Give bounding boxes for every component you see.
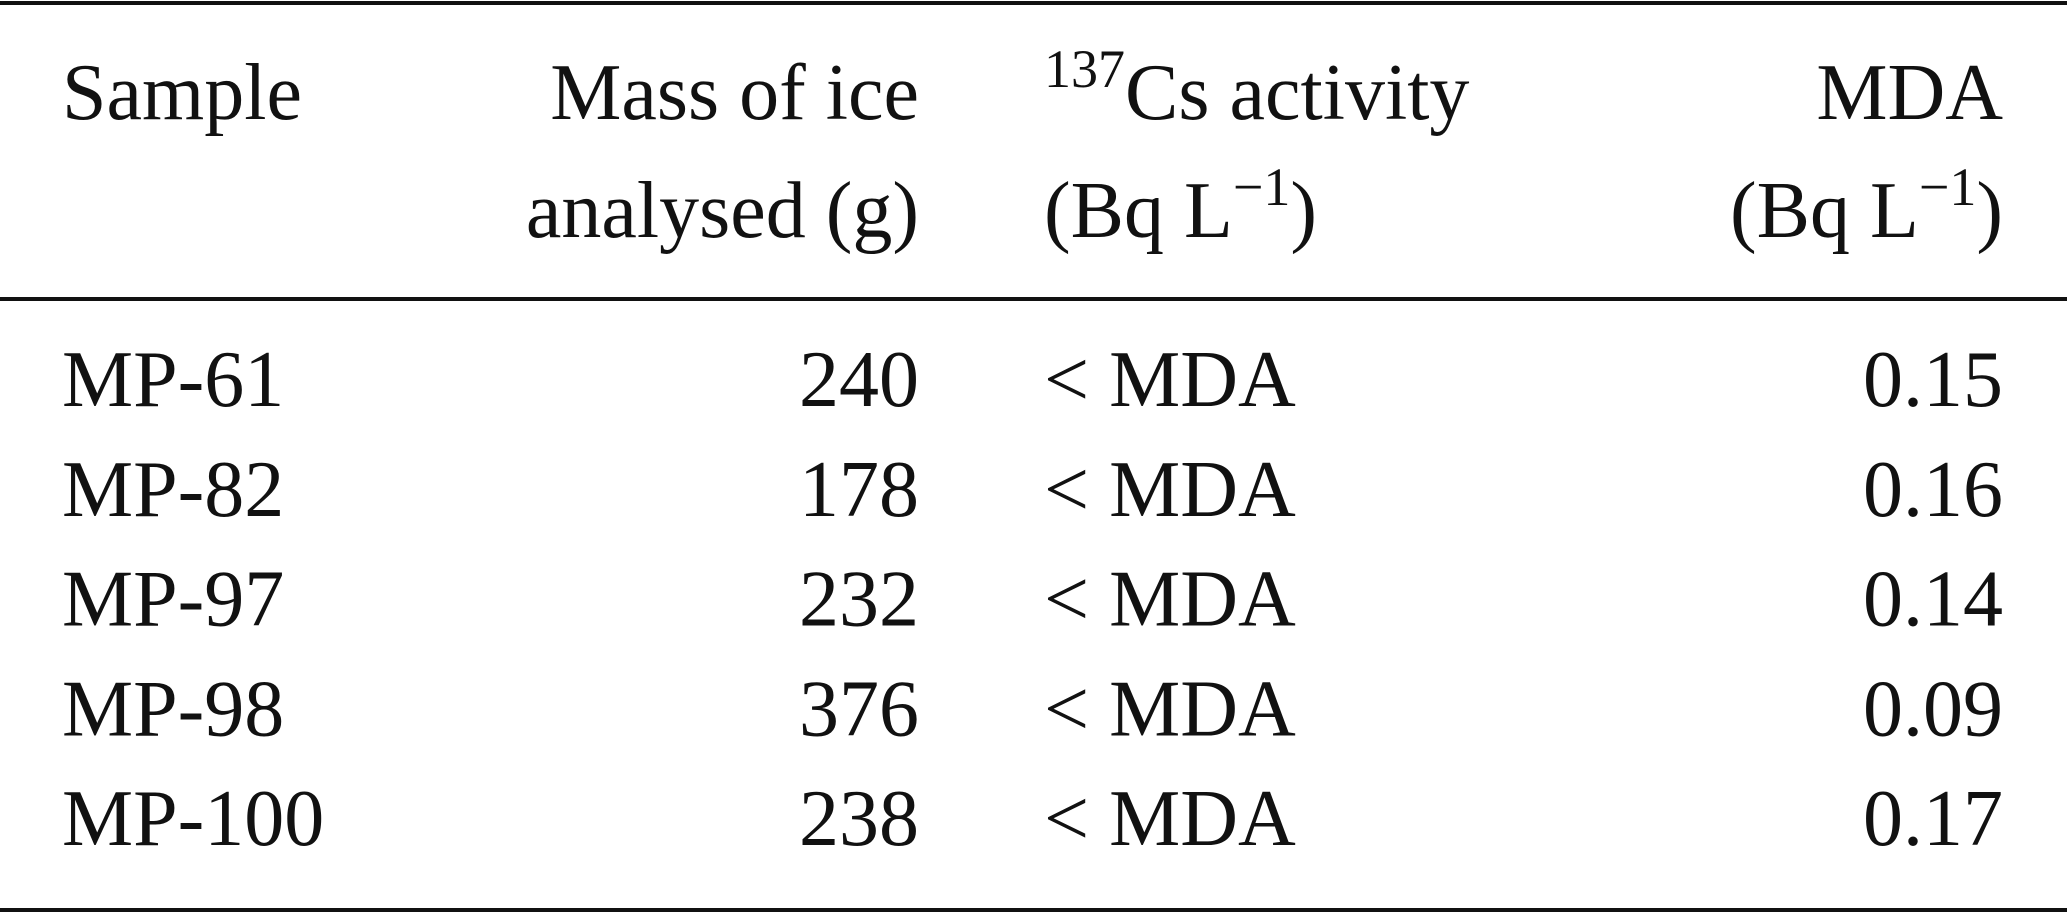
header-cell: Sample [62,49,302,137]
table-cell: 376 [799,665,919,753]
header-cell: (Bq L−1) [1730,157,2003,255]
table-cell: < MDA [1044,336,1296,424]
header-text: (Bq L [1730,167,1919,255]
table-cell: 0.09 [1863,665,2003,753]
table-cell: MP-98 [62,665,284,753]
header-text: ) [1290,167,1317,255]
header-cell: analysed (g) [526,167,919,255]
table-cell: 0.15 [1863,336,2003,424]
header-text: ) [1976,167,2003,255]
table-cell: 0.14 [1863,556,2003,644]
table-cell: 0.17 [1863,775,2003,863]
header-cell: Mass of ice [550,49,919,137]
table-cell: MP-97 [62,556,284,644]
table-cell: 238 [799,775,919,863]
table-cell: < MDA [1044,446,1296,534]
table-cell: 178 [799,446,919,534]
table-cell: < MDA [1044,665,1296,753]
header-cell: 137Cs activity [1044,39,1469,137]
table-cell: 232 [799,556,919,644]
superscript: 137 [1044,39,1125,99]
table-cell: < MDA [1044,775,1296,863]
table-cell: 0.16 [1863,446,2003,534]
superscript: −1 [1233,157,1290,217]
header-cell: MDA [1816,49,2003,137]
table-cell: MP-61 [62,336,284,424]
header-text: (Bq L [1044,167,1233,255]
table-cell: MP-82 [62,446,284,534]
table-cell: < MDA [1044,556,1296,644]
header-cell: (Bq L−1) [1044,157,1317,255]
table-cell: 240 [799,336,919,424]
superscript: −1 [1919,157,1976,217]
table-cell: MP-100 [62,775,324,863]
header-text: Cs activity [1125,49,1469,137]
